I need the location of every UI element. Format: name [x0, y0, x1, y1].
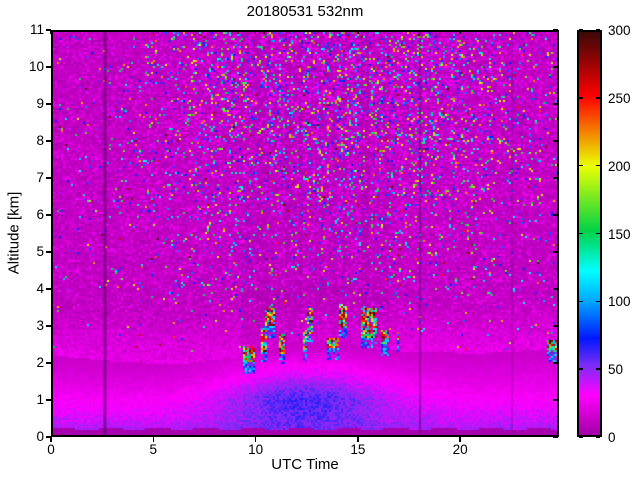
- x-tick: [50, 437, 52, 442]
- x-tick: [357, 437, 359, 442]
- y-tick-label: 0: [36, 429, 44, 444]
- x-tick-label: 20: [452, 442, 468, 457]
- y-tick-inner: [553, 436, 558, 438]
- y-tick: [46, 214, 51, 216]
- y-axis-label: Altitude [km]: [5, 191, 23, 275]
- y-tick: [46, 362, 51, 364]
- y-tick: [46, 251, 51, 253]
- y-tick-inner: [553, 288, 558, 290]
- colorbar-tick: [579, 29, 583, 31]
- x-tick-label: 15: [350, 442, 366, 457]
- y-tick-label: 8: [36, 133, 44, 148]
- y-tick: [46, 140, 51, 142]
- colorbar-tick-label: 200: [608, 158, 631, 174]
- x-tick: [254, 437, 257, 442]
- x-tick-label: 10: [248, 442, 264, 457]
- x-tick: [459, 437, 461, 442]
- colorbar-tick-right: [596, 368, 600, 370]
- heatmap-canvas: [51, 30, 559, 437]
- y-tick: [46, 325, 51, 327]
- colorbar-tick-right: [596, 29, 600, 31]
- y-tick-inner: [553, 325, 558, 327]
- y-tick-inner: [553, 251, 558, 253]
- x-tick: [152, 437, 155, 442]
- colorbar-tick-label: 0: [608, 430, 616, 445]
- y-tick-label: 4: [36, 281, 44, 296]
- y-tick-inner: [553, 177, 558, 179]
- colorbar-tick: [579, 436, 583, 438]
- x-tick-inner: [50, 30, 52, 34]
- y-tick: [46, 288, 51, 290]
- colorbar-tick: [579, 164, 583, 167]
- y-tick-inner: [553, 140, 558, 142]
- x-tick-label: 5: [149, 442, 158, 457]
- y-tick-label: 1: [36, 392, 44, 407]
- colorbar-tick-right: [596, 232, 600, 235]
- y-tick-label: 2: [36, 355, 44, 370]
- x-axis-label: UTC Time: [271, 456, 339, 473]
- x-tick-inner: [357, 30, 359, 34]
- y-tick: [46, 66, 51, 68]
- x-tick-inner: [254, 30, 257, 34]
- colorbar-tick-right: [596, 97, 600, 99]
- y-tick: [46, 436, 51, 438]
- colorbar-tick-right: [596, 436, 600, 438]
- y-tick: [46, 177, 51, 179]
- y-tick-inner: [553, 214, 558, 216]
- y-tick-inner: [553, 66, 558, 68]
- y-tick: [46, 29, 51, 31]
- colorbar-tick-label: 300: [608, 23, 631, 38]
- colorbar-tick-label: 150: [608, 226, 631, 242]
- y-tick-inner: [553, 29, 558, 31]
- y-tick-inner: [553, 399, 558, 401]
- colorbar-tick-label: 250: [608, 90, 631, 106]
- colorbar-tick-right: [596, 164, 600, 167]
- x-tick-inner: [152, 30, 155, 34]
- colorbar-tick: [579, 97, 583, 99]
- y-tick: [46, 399, 51, 401]
- colorbar-tick-right: [596, 300, 600, 303]
- colorbar-tick-label: 100: [608, 294, 631, 310]
- colorbar-tick-label: 50: [608, 362, 624, 378]
- y-tick-label: 5: [36, 244, 44, 259]
- y-tick-label: 11: [29, 22, 44, 37]
- y-tick-label: 10: [28, 59, 44, 74]
- chart-title: 20180531 532nm: [246, 3, 364, 20]
- colorbar-tick: [579, 368, 583, 370]
- y-tick-inner: [553, 103, 558, 105]
- x-tick-inner: [459, 30, 461, 34]
- colorbar-tick: [579, 300, 583, 303]
- y-tick-inner: [553, 362, 558, 364]
- y-tick-label: 3: [36, 318, 44, 333]
- y-tick-label: 7: [36, 170, 44, 185]
- y-tick: [46, 103, 51, 105]
- colorbar-tick: [579, 232, 583, 235]
- y-tick-label: 6: [36, 207, 44, 222]
- y-tick-label: 9: [36, 96, 44, 111]
- x-tick-label: 0: [47, 442, 55, 457]
